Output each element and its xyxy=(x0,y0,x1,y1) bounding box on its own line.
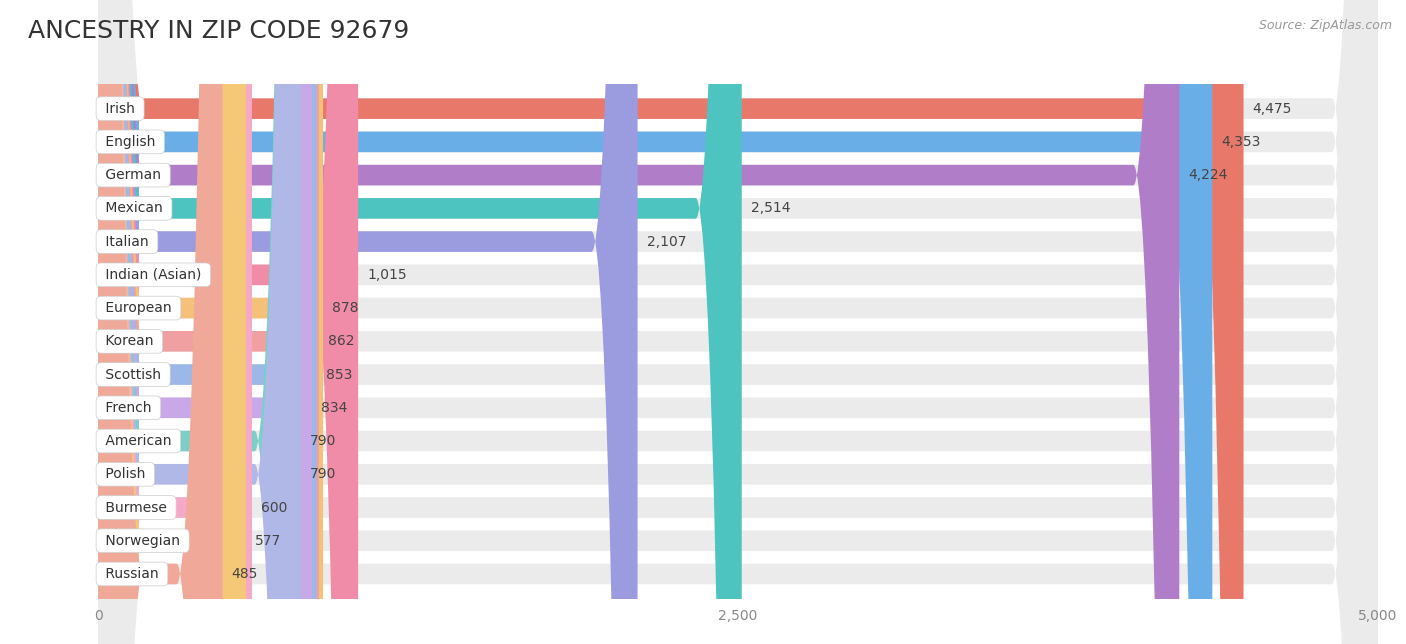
Text: Italian: Italian xyxy=(101,234,153,249)
FancyBboxPatch shape xyxy=(98,0,1378,644)
FancyBboxPatch shape xyxy=(98,0,1212,644)
Text: 878: 878 xyxy=(332,301,359,315)
FancyBboxPatch shape xyxy=(98,0,316,644)
Text: 790: 790 xyxy=(309,434,336,448)
FancyBboxPatch shape xyxy=(98,0,1378,644)
Text: 4,475: 4,475 xyxy=(1253,102,1292,116)
FancyBboxPatch shape xyxy=(98,0,246,644)
FancyBboxPatch shape xyxy=(98,0,1378,644)
Text: 790: 790 xyxy=(309,468,336,481)
Text: European: European xyxy=(101,301,176,315)
Text: 600: 600 xyxy=(262,500,287,515)
Text: Polish: Polish xyxy=(101,468,149,481)
FancyBboxPatch shape xyxy=(98,0,1378,644)
Text: French: French xyxy=(101,401,156,415)
FancyBboxPatch shape xyxy=(98,0,1243,644)
Text: 485: 485 xyxy=(232,567,257,581)
Text: 2,514: 2,514 xyxy=(751,202,790,215)
Text: American: American xyxy=(101,434,176,448)
FancyBboxPatch shape xyxy=(98,0,319,644)
Text: Burmese: Burmese xyxy=(101,500,172,515)
Text: German: German xyxy=(101,168,166,182)
FancyBboxPatch shape xyxy=(98,0,742,644)
FancyBboxPatch shape xyxy=(98,0,323,644)
Text: Irish: Irish xyxy=(101,102,139,116)
FancyBboxPatch shape xyxy=(98,0,1180,644)
FancyBboxPatch shape xyxy=(98,0,301,644)
Text: Scottish: Scottish xyxy=(101,368,166,381)
FancyBboxPatch shape xyxy=(98,0,1378,644)
FancyBboxPatch shape xyxy=(98,0,1378,644)
FancyBboxPatch shape xyxy=(98,0,312,644)
FancyBboxPatch shape xyxy=(98,0,1378,644)
Text: Indian (Asian): Indian (Asian) xyxy=(101,268,205,282)
Text: 4,353: 4,353 xyxy=(1222,135,1261,149)
Text: 577: 577 xyxy=(254,534,281,548)
FancyBboxPatch shape xyxy=(98,0,301,644)
FancyBboxPatch shape xyxy=(98,0,1378,644)
FancyBboxPatch shape xyxy=(98,0,1378,644)
FancyBboxPatch shape xyxy=(98,0,1378,644)
Text: Source: ZipAtlas.com: Source: ZipAtlas.com xyxy=(1258,19,1392,32)
Text: 4,224: 4,224 xyxy=(1188,168,1227,182)
Text: 862: 862 xyxy=(328,334,354,348)
Text: 1,015: 1,015 xyxy=(367,268,406,282)
Text: 2,107: 2,107 xyxy=(647,234,686,249)
FancyBboxPatch shape xyxy=(98,0,1378,644)
Text: Russian: Russian xyxy=(101,567,163,581)
Text: Mexican: Mexican xyxy=(101,202,167,215)
Text: 853: 853 xyxy=(326,368,352,381)
Text: 834: 834 xyxy=(321,401,347,415)
FancyBboxPatch shape xyxy=(98,0,1378,644)
FancyBboxPatch shape xyxy=(98,0,1378,644)
FancyBboxPatch shape xyxy=(98,0,222,644)
Text: English: English xyxy=(101,135,160,149)
FancyBboxPatch shape xyxy=(98,0,252,644)
Text: ANCESTRY IN ZIP CODE 92679: ANCESTRY IN ZIP CODE 92679 xyxy=(28,19,409,43)
FancyBboxPatch shape xyxy=(98,0,637,644)
Text: Korean: Korean xyxy=(101,334,157,348)
FancyBboxPatch shape xyxy=(98,0,1378,644)
FancyBboxPatch shape xyxy=(98,0,359,644)
Text: Norwegian: Norwegian xyxy=(101,534,184,548)
FancyBboxPatch shape xyxy=(98,0,1378,644)
